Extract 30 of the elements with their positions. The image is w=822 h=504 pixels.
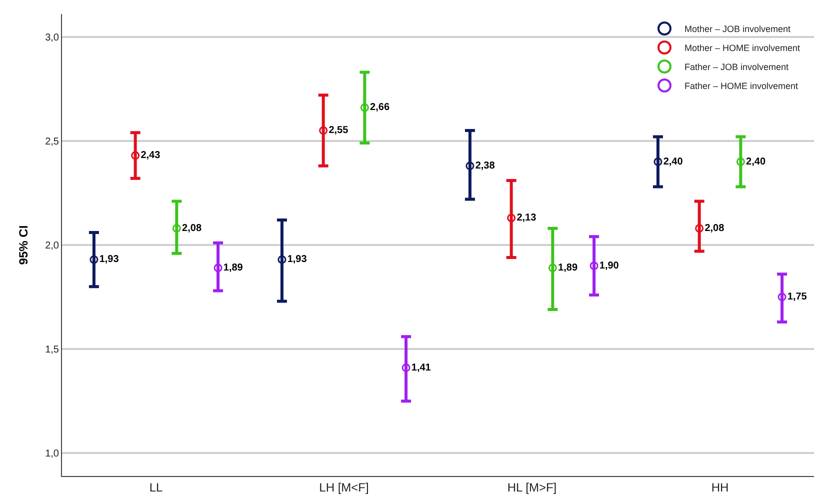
legend-label: Mother – HOME involvement [684,43,801,54]
x-tick-label: LL [149,480,163,494]
data-label: 2,13 [516,212,537,224]
data-label: 1,93 [287,254,308,266]
data-label: 1,89 [223,262,244,274]
data-label: 2,08 [182,222,202,234]
data-label: 2,55 [328,125,349,136]
data-label: 2,38 [475,160,496,172]
y-tick-label: 1,5 [45,344,60,356]
data-label: 1,90 [599,260,620,272]
y-tick-label: 3,0 [45,32,60,44]
x-tick-label: LH [M<F] [319,480,369,494]
data-label: 2,40 [746,156,766,168]
legend-label: Father – JOB involvement [684,62,790,72]
y-tick-label: 2,0 [45,240,60,252]
legend-label: Father – HOME involvement [684,81,799,92]
data-label: 2,43 [140,150,161,162]
legend-label: Mother – JOB involvement [684,24,792,34]
data-label: 1,89 [558,262,578,274]
data-label: 2,66 [370,102,390,114]
y-tick-label: 2,5 [45,136,60,148]
data-label: 1,75 [787,292,808,303]
data-label: 2,40 [663,156,684,168]
data-label: 2,08 [704,222,725,234]
x-tick-label: HL [M>F] [507,480,557,494]
data-label: 1,93 [99,254,120,266]
y-tick-label: 1,0 [45,448,60,460]
data-label: 1,41 [411,362,432,374]
x-tick-label: HH [711,480,729,494]
y-axis-title: 95% CI [16,225,30,265]
